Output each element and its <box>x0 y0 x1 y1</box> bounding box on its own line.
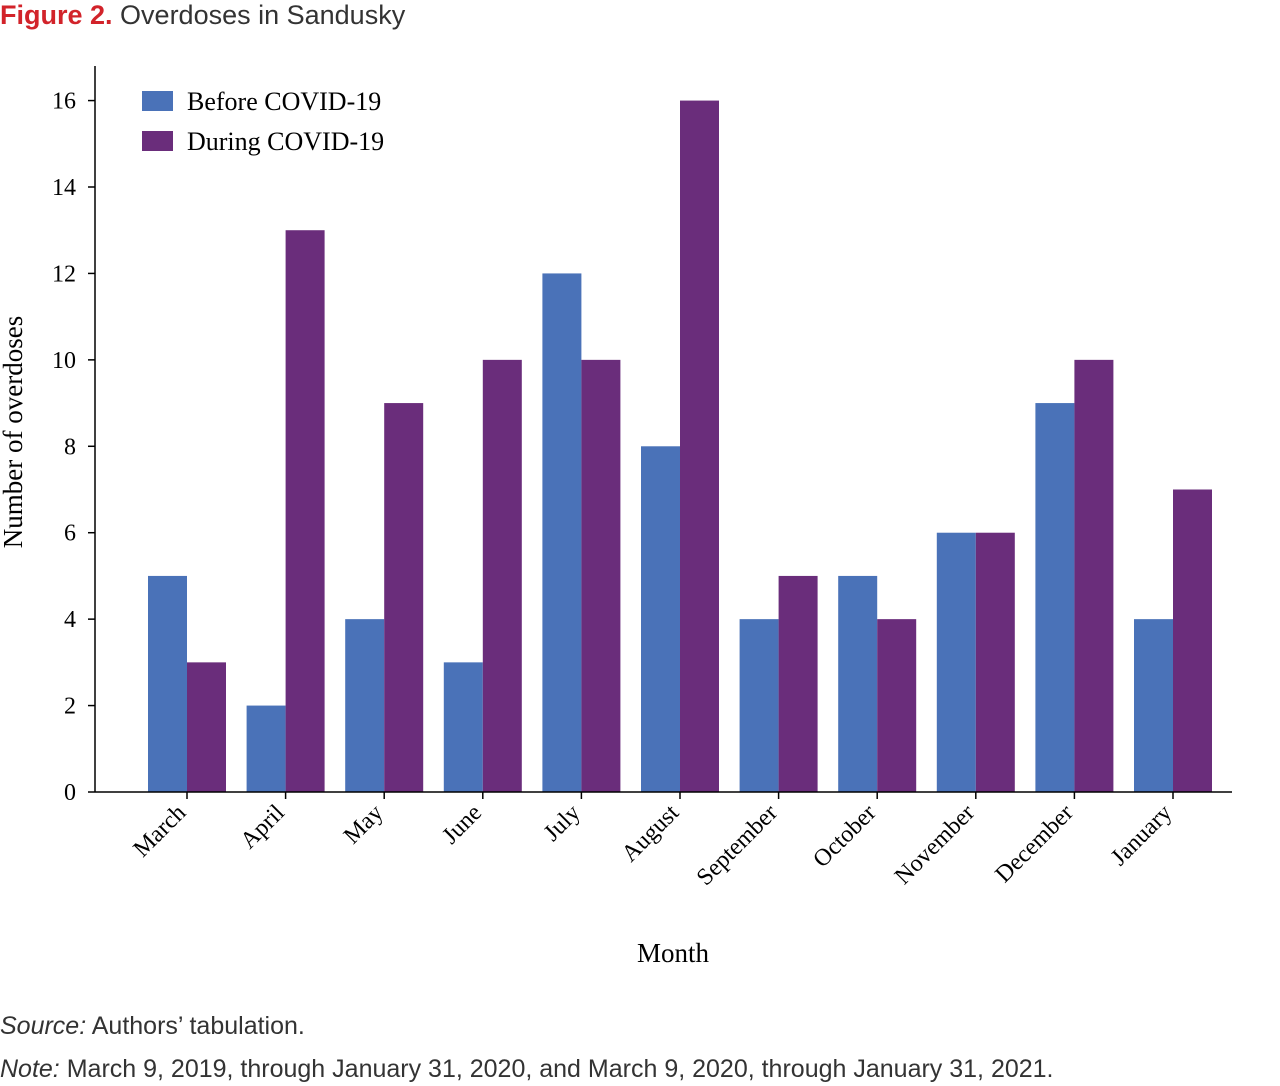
x-tick-label: June <box>438 800 487 849</box>
x-tick-label: September <box>692 800 783 891</box>
figure-title: Figure 2. Overdoses in Sandusky <box>0 0 405 32</box>
bar-during-june <box>482 359 522 792</box>
x-tick-label: August <box>617 800 685 868</box>
x-tick-labels: March April May June July August September Octo… <box>129 792 1177 891</box>
x-tick-label: January <box>1106 800 1177 871</box>
x-axis-title: Month <box>637 938 710 968</box>
x-tick-label: October <box>808 800 881 873</box>
y-tick-label: 14 <box>52 175 76 201</box>
legend-swatch <box>142 91 173 111</box>
ticks-group: 0 2 4 6 8 10 12 14 16 <box>52 89 95 806</box>
bar-during-december <box>1074 359 1114 792</box>
legend-label: During COVID-19 <box>187 127 384 156</box>
figure-label: Figure 2. <box>0 0 113 30</box>
y-tick-label: 8 <box>64 434 76 460</box>
source-text: Authors’ tabulation. <box>91 1012 305 1040</box>
legend-label: Before COVID-19 <box>187 87 381 116</box>
x-tick-label: April <box>236 800 290 854</box>
x-tick-label: May <box>339 800 388 849</box>
bar-before-march <box>148 575 187 792</box>
y-tick-label: 2 <box>64 694 76 720</box>
bar-during-may <box>384 403 424 792</box>
bar-before-november <box>936 532 976 792</box>
source-note: Source: Authors’ tabulation. <box>0 1011 305 1041</box>
date-note: Note: March 9, 2019, through January 31,… <box>0 1054 1054 1084</box>
bar-before-june <box>443 662 483 792</box>
y-tick-label: 12 <box>52 261 76 287</box>
x-tick-label: July <box>539 800 586 847</box>
bar-before-october <box>838 575 878 792</box>
bars-group <box>148 100 1212 793</box>
note-lead: Note: <box>0 1055 60 1083</box>
figure-title-text: Overdoses in Sandusky <box>120 0 406 30</box>
legend: Before COVID-19 During COVID-19 <box>142 87 384 156</box>
y-tick-label: 0 <box>64 780 76 806</box>
x-tick-label: March <box>129 800 192 863</box>
bar-before-may <box>345 619 385 792</box>
bar-chart: 0 2 4 6 8 10 12 14 16 March April May June July Augus… <box>0 66 1232 968</box>
bar-during-august <box>680 100 719 793</box>
y-tick-label: 6 <box>64 521 76 547</box>
y-tick-label: 10 <box>52 348 76 374</box>
bar-during-april <box>285 230 325 792</box>
x-tick-label: November <box>890 800 980 890</box>
bar-during-september <box>778 575 818 792</box>
bar-before-january <box>1134 619 1173 792</box>
y-tick-label: 16 <box>52 89 76 115</box>
source-lead: Source: <box>0 1012 87 1040</box>
bar-before-december <box>1035 403 1075 792</box>
bar-before-august <box>641 446 680 792</box>
bar-before-april <box>246 705 286 792</box>
bar-during-march <box>187 662 226 792</box>
x-tick-label: December <box>991 800 1079 888</box>
bar-before-july <box>542 273 582 792</box>
bar-during-january <box>1173 489 1212 792</box>
bar-during-october <box>877 619 917 792</box>
bar-during-november <box>975 532 1015 792</box>
bar-during-july <box>581 359 621 792</box>
note-text: March 9, 2019, through January 31, 2020,… <box>66 1055 1054 1083</box>
y-axis-title: Number of overdoses <box>0 316 28 548</box>
bar-before-september <box>739 619 779 792</box>
y-tick-label: 4 <box>64 607 76 633</box>
legend-swatch <box>142 131 173 151</box>
